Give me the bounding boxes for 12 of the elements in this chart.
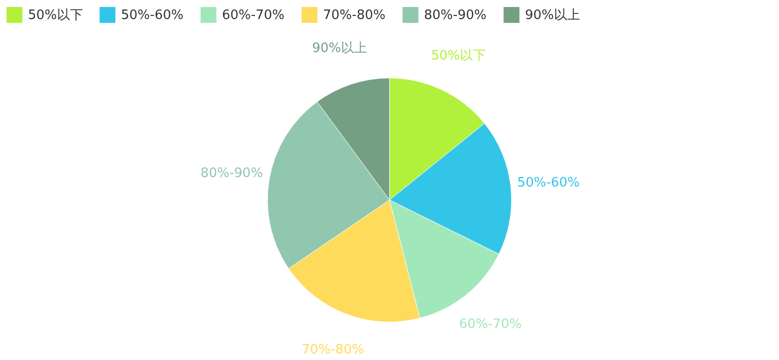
slice-label: 70%-80%: [302, 342, 364, 358]
slice-label: 50%-60%: [517, 175, 580, 190]
legend-label: 80%-90%: [424, 8, 486, 23]
legend-label: 90%以上: [525, 8, 580, 23]
slice-label: 90%以上: [312, 40, 368, 56]
slice-label: 80%-90%: [200, 166, 264, 181]
legend-label: 60%-70%: [222, 8, 284, 23]
slice-label: 50%以下: [431, 48, 486, 64]
legend-label: 70%-80%: [323, 8, 386, 23]
legend-label: 50%-60%: [121, 8, 184, 23]
slice-label: 60%-70%: [459, 317, 522, 332]
legend-label: 50%以下: [28, 8, 83, 23]
